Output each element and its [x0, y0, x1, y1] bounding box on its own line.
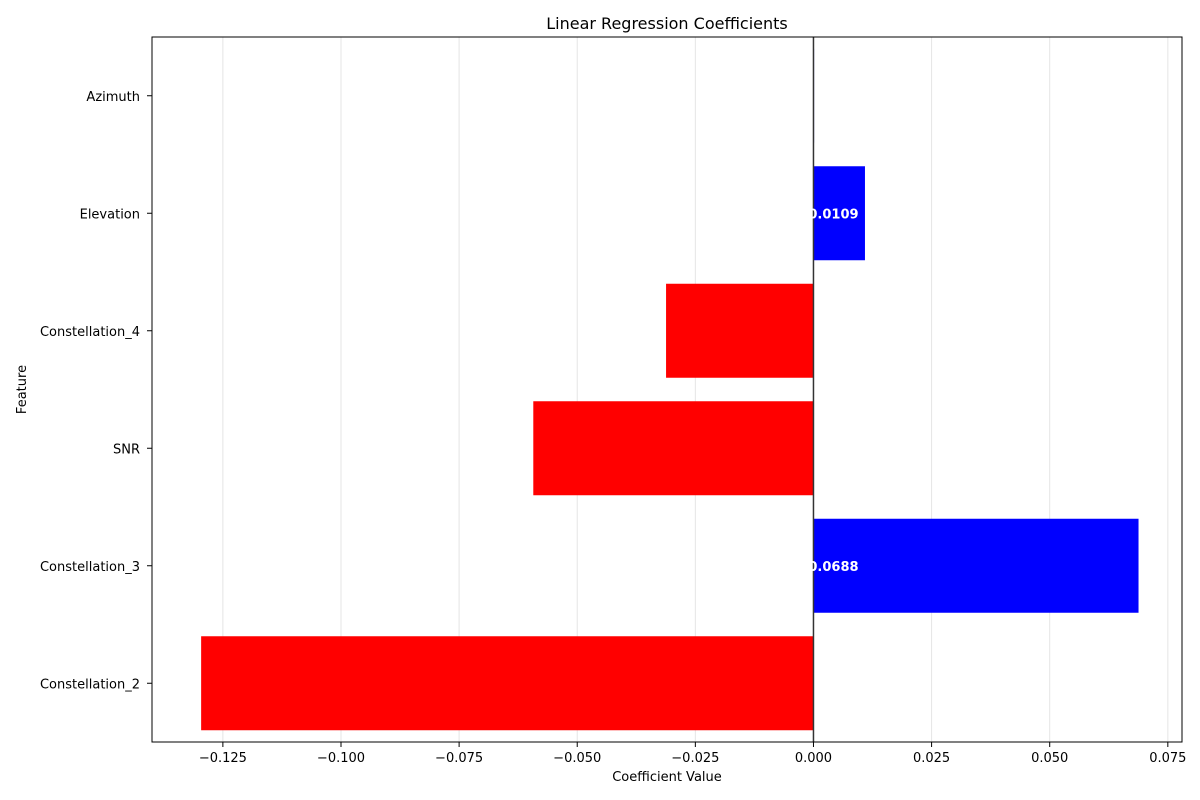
x-tick-label: 0.050	[1031, 751, 1068, 766]
y-tick-label: Constellation_4	[40, 325, 140, 340]
y-tick-label: SNR	[113, 442, 140, 457]
y-tick-label: Elevation	[80, 207, 140, 222]
bars	[201, 48, 1139, 731]
y-tick-label: Constellation_2	[40, 677, 140, 692]
y-axis-ticks: Constellation_2 Constellation_3 SNR Constel…	[40, 90, 152, 692]
x-tick-label: −0.075	[435, 751, 483, 766]
y-tick-label: Constellation_3	[40, 560, 140, 575]
x-tick-label: −0.050	[553, 751, 601, 766]
plot-frame	[151, 36, 1183, 743]
bar-constellation-2	[201, 636, 814, 731]
y-axis-title: Feature	[15, 365, 30, 414]
y-tick-label: Azimuth	[86, 90, 140, 105]
x-axis-ticks: −0.125 −0.100 −0.075 −0.050 −0.025 0.000 0.025…	[199, 742, 1186, 766]
x-tick-label: 0.000	[795, 751, 832, 766]
x-axis-title: Coefficient Value	[612, 770, 722, 785]
x-tick-label: −0.100	[317, 751, 365, 766]
bar-data-label: 0.0109	[808, 207, 858, 222]
bar-data-label: 0.0688	[808, 560, 858, 575]
x-tick-label: 0.075	[1149, 751, 1186, 766]
x-tick-label: −0.125	[199, 751, 247, 766]
bar-constellation-4	[666, 283, 814, 378]
bar-snr	[533, 401, 814, 496]
chart-title: Linear Regression Coefficients	[546, 14, 788, 33]
bar-elevation	[813, 166, 865, 261]
bar-data-labels: 0.0688 0.0109	[808, 207, 858, 575]
x-tick-label: −0.025	[671, 751, 719, 766]
x-tick-label: 0.025	[913, 751, 950, 766]
bar-constellation-3	[813, 518, 1139, 613]
